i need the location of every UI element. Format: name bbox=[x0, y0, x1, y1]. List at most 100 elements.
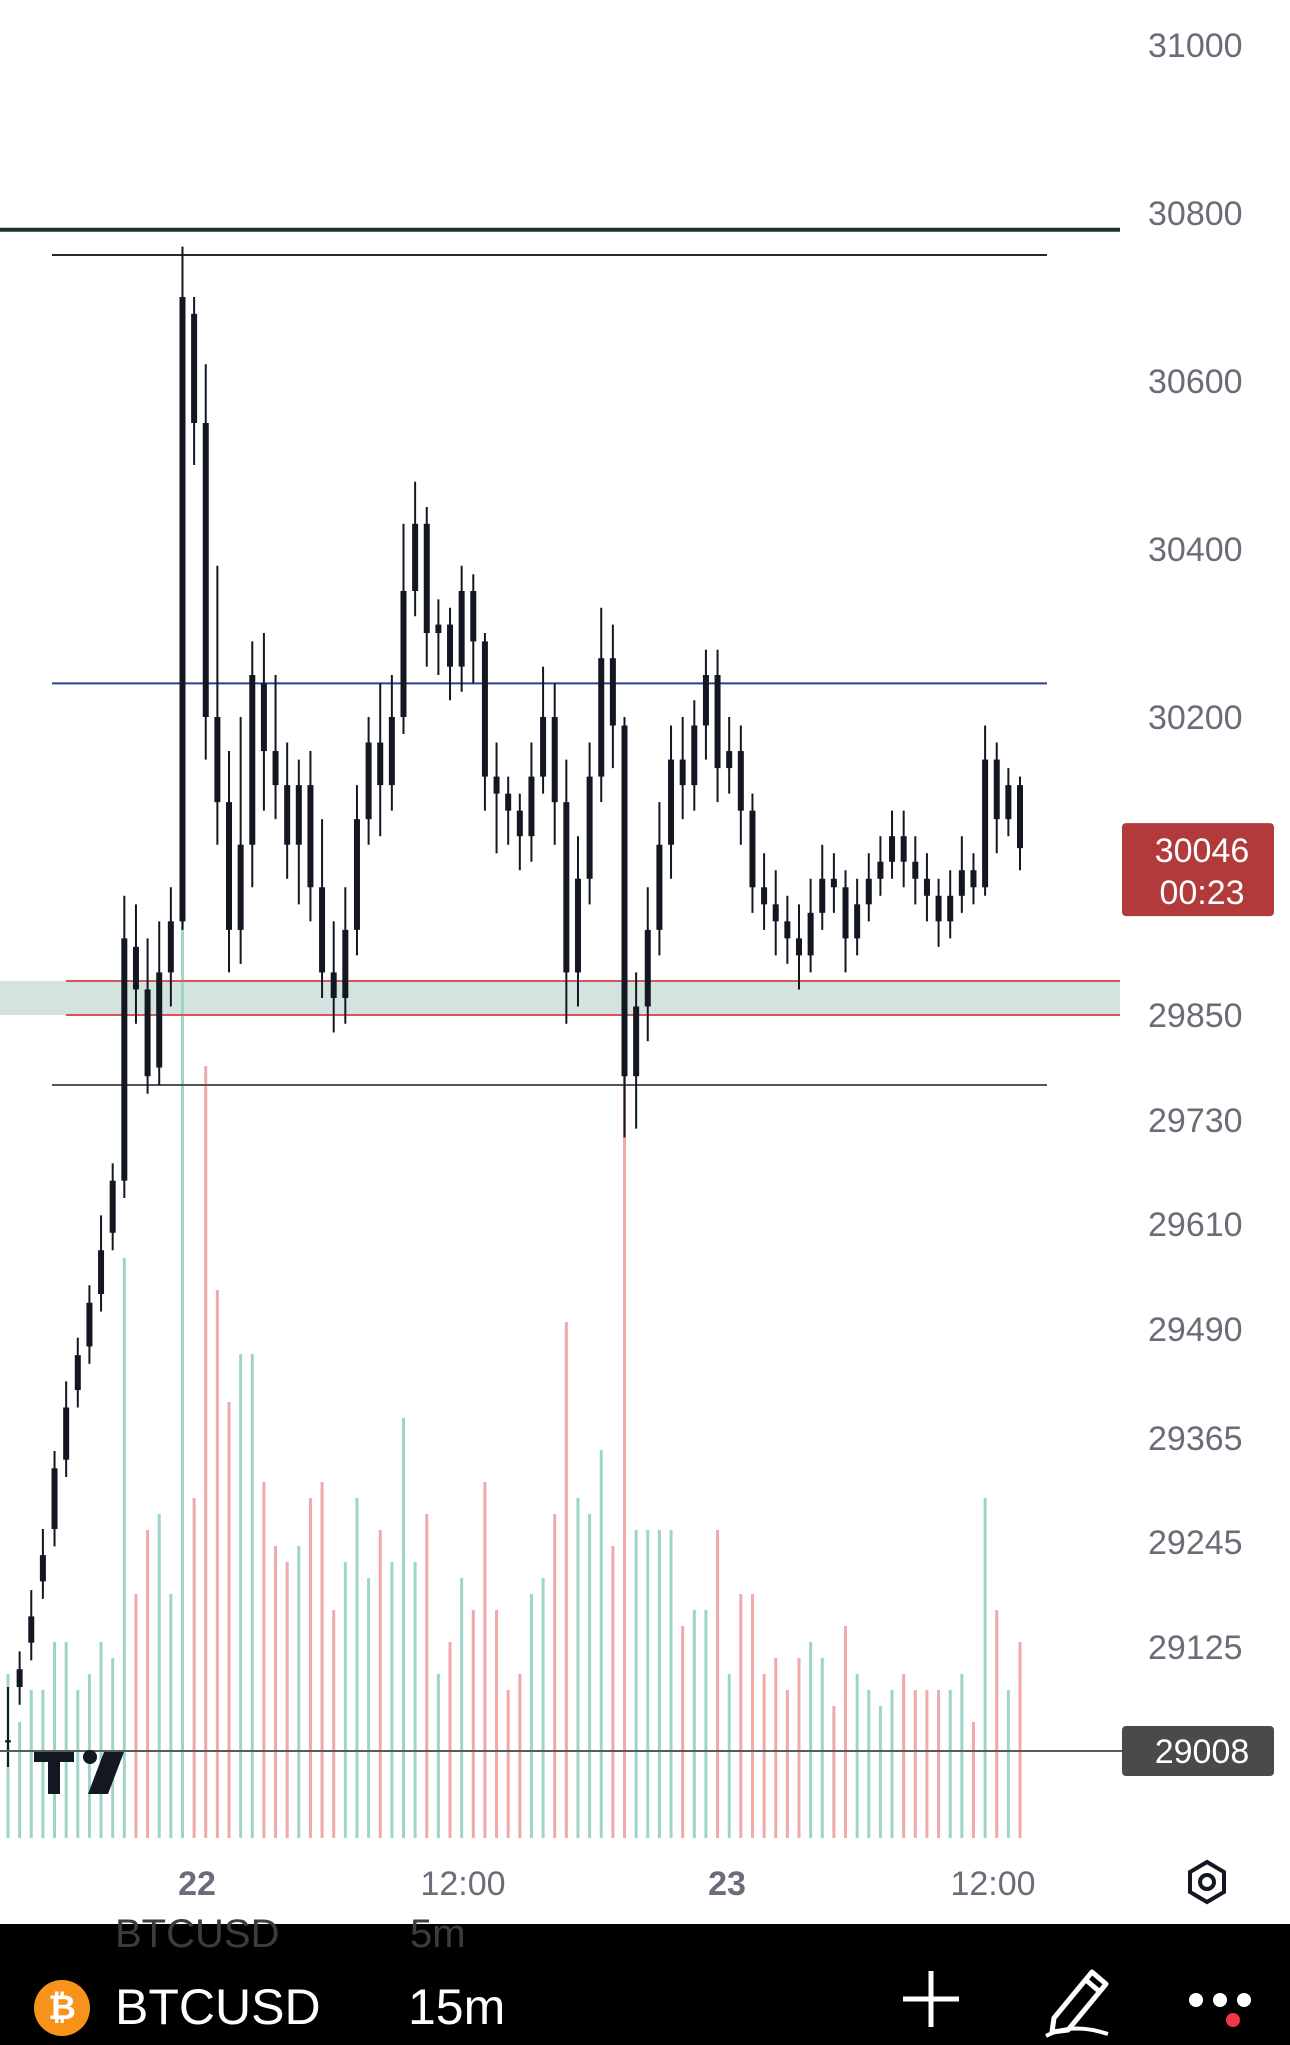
candle-body bbox=[272, 751, 279, 786]
candle-body bbox=[900, 836, 907, 862]
volume-bar bbox=[76, 1690, 80, 1838]
time-axis: 22 12:00 23 12:00 bbox=[178, 1865, 1035, 1903]
volume-bar bbox=[797, 1658, 801, 1838]
candle-body bbox=[958, 870, 965, 896]
current-price-label: 30046 bbox=[1155, 832, 1250, 870]
candles-layer bbox=[5, 246, 1023, 1768]
price-zone-layer bbox=[0, 980, 1120, 1015]
volume-bar bbox=[262, 1482, 266, 1838]
volume-bar bbox=[215, 1290, 219, 1838]
candle-body bbox=[353, 819, 360, 930]
candle-body bbox=[982, 759, 989, 888]
volume-bar bbox=[925, 1690, 929, 1838]
ghost-interval-label: 5m bbox=[410, 1912, 466, 1956]
symbol-button[interactable]: BTCUSD bbox=[115, 1979, 321, 2035]
volume-bar bbox=[634, 1530, 638, 1838]
candle-body bbox=[365, 742, 372, 820]
candle-body bbox=[947, 895, 954, 922]
volume-bar bbox=[529, 1594, 533, 1838]
volume-bar bbox=[623, 1034, 627, 1838]
volume-bar bbox=[111, 1658, 115, 1838]
volume-bar bbox=[506, 1690, 510, 1838]
candle-body bbox=[540, 717, 547, 777]
volume-bar bbox=[727, 1674, 731, 1838]
candle-body bbox=[644, 929, 651, 1007]
volume-bar bbox=[343, 1562, 347, 1838]
bar-countdown-label: 00:23 bbox=[1159, 874, 1244, 912]
pencil-icon[interactable] bbox=[1042, 1962, 1114, 2038]
volume-bar bbox=[762, 1674, 766, 1838]
volume-bar bbox=[820, 1658, 824, 1838]
candle-body bbox=[156, 972, 163, 1068]
volume-bar bbox=[41, 1690, 45, 1838]
candle-body bbox=[633, 1006, 640, 1077]
price-tick-label: 30600 bbox=[1148, 363, 1243, 401]
candle-body bbox=[574, 878, 581, 973]
price-tick-label: 29490 bbox=[1148, 1311, 1243, 1349]
price-markers: 30046 00:23 29008 bbox=[0, 823, 1274, 1776]
candle-body bbox=[109, 1180, 116, 1233]
volume-bar bbox=[355, 1498, 359, 1838]
volume-bar bbox=[367, 1578, 371, 1838]
volume-bar bbox=[227, 1402, 231, 1838]
volume-bar bbox=[53, 1642, 57, 1838]
candle-body bbox=[319, 887, 326, 973]
candle-body bbox=[795, 938, 802, 956]
time-tick-label: 12:00 bbox=[420, 1865, 505, 1903]
volume-bar bbox=[134, 1594, 138, 1838]
candle-body bbox=[923, 878, 930, 896]
candle-body bbox=[772, 904, 779, 922]
price-tick-label: 30800 bbox=[1148, 195, 1243, 233]
settings-icon[interactable] bbox=[1188, 1859, 1226, 1905]
interval-button[interactable]: 15m bbox=[408, 1979, 506, 2035]
volume-bar bbox=[844, 1626, 848, 1838]
volume-bar bbox=[1006, 1690, 1010, 1838]
candle-body bbox=[202, 423, 209, 717]
price-tick-label: 29610 bbox=[1148, 1206, 1243, 1244]
volume-bar bbox=[169, 1594, 173, 1838]
more-icon[interactable] bbox=[1186, 1990, 1270, 2030]
volume-bar bbox=[867, 1690, 871, 1838]
candle-body bbox=[737, 751, 744, 811]
price-tick-label: 30200 bbox=[1148, 699, 1243, 737]
candle-body bbox=[598, 658, 605, 777]
candle-body bbox=[295, 785, 302, 845]
candle-body bbox=[330, 972, 337, 998]
candle-body bbox=[226, 802, 233, 930]
candle-body bbox=[935, 895, 942, 922]
chart[interactable]: 31000 30800 30600 30400 30200 29850 29730 29610… bbox=[0, 0, 1290, 1924]
time-tick-label: 12:00 bbox=[950, 1865, 1035, 1903]
candle-body bbox=[435, 624, 442, 633]
candle-body bbox=[877, 861, 884, 879]
candle-body bbox=[412, 523, 419, 591]
volume-bar bbox=[902, 1674, 906, 1838]
volume-bar bbox=[681, 1626, 685, 1838]
volume-bar bbox=[995, 1610, 999, 1838]
bitcoin-icon[interactable]: ₿ bbox=[34, 1980, 90, 2036]
candle-body bbox=[668, 759, 675, 845]
time-tick-label: 22 bbox=[178, 1865, 216, 1903]
volume-bar bbox=[774, 1658, 778, 1838]
volume-bar bbox=[308, 1498, 312, 1838]
candle-body bbox=[1005, 785, 1012, 820]
volume-bar bbox=[250, 1354, 254, 1838]
candle-body bbox=[481, 641, 488, 777]
candle-body bbox=[28, 1616, 35, 1643]
volume-bar bbox=[157, 1514, 161, 1838]
candle-body bbox=[865, 878, 872, 905]
candle-body bbox=[656, 844, 663, 930]
price-axis: 31000 30800 30600 30400 30200 29850 29730 29610… bbox=[1148, 27, 1243, 1667]
volume-bar bbox=[425, 1514, 429, 1838]
plus-icon[interactable] bbox=[900, 1968, 962, 2030]
volume-bar bbox=[948, 1690, 952, 1838]
volume-bar bbox=[297, 1546, 301, 1838]
candle-body bbox=[249, 675, 256, 845]
volume-bar bbox=[122, 1258, 126, 1838]
candle-body bbox=[784, 921, 791, 939]
candle-body bbox=[912, 861, 919, 879]
volume-bar bbox=[413, 1562, 417, 1838]
price-tick-label: 31000 bbox=[1148, 27, 1243, 65]
candle-body bbox=[86, 1302, 93, 1347]
volume-bar bbox=[553, 1514, 557, 1838]
candle-body bbox=[749, 810, 756, 888]
